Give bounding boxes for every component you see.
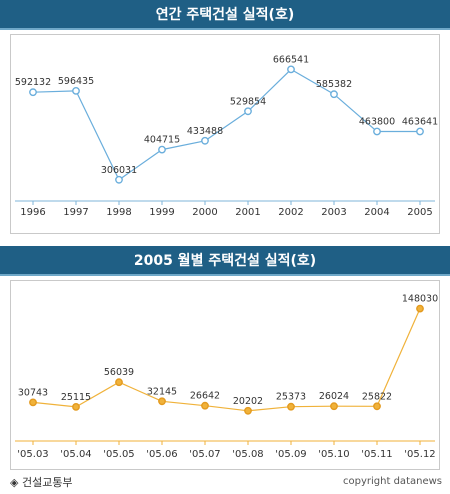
data-label: 596435 — [58, 76, 94, 87]
chart-2-plot: 30743 '05.03 25115 '05.04 56039 '05.05 32145 '0… — [15, 294, 438, 460]
data-point — [72, 403, 80, 411]
data-point — [201, 136, 209, 145]
data-label: 433488 — [187, 126, 223, 137]
data-label: 26642 — [190, 391, 220, 402]
x-tick-label: '05.03 — [17, 449, 48, 460]
data-label: 666541 — [273, 54, 309, 65]
data-label: 25373 — [276, 392, 306, 403]
data-label: 585382 — [316, 79, 352, 90]
x-tick-label: 1997 — [63, 207, 88, 218]
data-label: 26024 — [319, 391, 349, 402]
x-tick-label: 1996 — [20, 207, 45, 218]
data-point — [115, 378, 123, 387]
data-label: 32145 — [147, 386, 177, 397]
data-point — [330, 90, 338, 99]
x-tick-label: '05.10 — [318, 449, 349, 460]
data-point — [416, 304, 424, 313]
data-point — [115, 175, 123, 184]
x-tick-label: 2001 — [235, 207, 260, 218]
data-point — [244, 406, 252, 415]
series-line — [32, 308, 421, 412]
x-tick-label: '05.08 — [232, 449, 263, 460]
data-label: 30743 — [18, 387, 48, 398]
series-line — [32, 68, 420, 181]
data-point — [29, 88, 37, 97]
data-label: 306031 — [101, 165, 137, 176]
data-label: 56039 — [104, 367, 134, 378]
x-tick-label: 2003 — [321, 207, 346, 218]
data-label: 463800 — [359, 117, 395, 128]
chart-2-panel: 30743 '05.03 25115 '05.04 56039 '05.05 32145 '0… — [10, 280, 440, 470]
data-label: 463641 — [402, 117, 438, 128]
x-tick-label: 1998 — [106, 207, 131, 218]
x-tick-label: '05.06 — [146, 449, 177, 460]
x-tick-label: '05.04 — [60, 449, 91, 460]
data-point — [158, 145, 166, 154]
x-tick-label: '05.07 — [189, 449, 220, 460]
data-label: 25115 — [61, 392, 91, 403]
x-tick-label: 2002 — [278, 207, 303, 218]
data-label: 25822 — [362, 391, 392, 402]
x-tick-label: 2004 — [364, 207, 389, 218]
data-point — [373, 127, 381, 136]
data-label: 592132 — [15, 77, 51, 88]
chart-1-plot: 592132 1996 596435 1997 306031 1998 404715 1999… — [15, 54, 438, 218]
data-label: 404715 — [144, 135, 180, 146]
data-point — [158, 397, 166, 406]
x-tick-label: '05.11 — [361, 449, 392, 460]
x-tick-label: '05.09 — [275, 449, 306, 460]
x-tick-label: 1999 — [149, 207, 174, 218]
x-tick-label: 2005 — [407, 207, 432, 218]
data-point — [373, 402, 381, 411]
data-label: 148030 — [402, 294, 438, 305]
copyright-label: copyright datanews — [343, 476, 442, 487]
x-tick-label: '05.12 — [404, 449, 435, 460]
data-point — [72, 87, 80, 95]
x-tick-label: 2000 — [192, 207, 217, 218]
data-point — [287, 65, 295, 74]
data-point — [416, 127, 424, 136]
data-point — [287, 402, 295, 411]
chart-1-title: 연간 주택건설 실적(호) — [0, 0, 450, 30]
chart-1-panel: 592132 1996 596435 1997 306031 1998 404715 1999… — [10, 34, 440, 234]
source-label: ◈ 건설교통부 — [10, 476, 73, 489]
data-point — [29, 398, 37, 407]
data-label: 529854 — [230, 96, 266, 107]
data-label: 20202 — [233, 396, 263, 407]
data-point — [201, 401, 209, 410]
x-tick-label: '05.05 — [103, 449, 134, 460]
data-point — [330, 402, 338, 411]
chart-2-title: 2005 월별 주택건설 실적(호) — [0, 246, 450, 276]
data-point — [244, 107, 252, 116]
